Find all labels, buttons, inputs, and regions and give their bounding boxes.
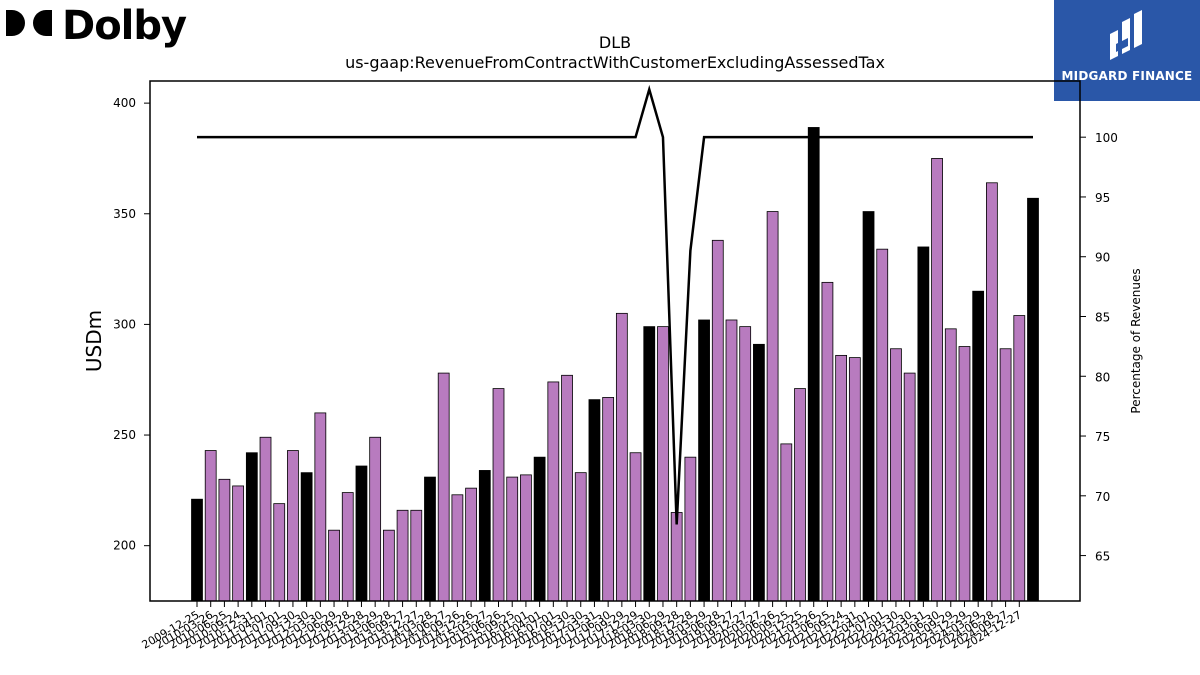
bar — [684, 456, 697, 602]
bar — [615, 312, 628, 602]
y2-tick-label: 75 — [1095, 430, 1110, 444]
y-tick-label: 300 — [113, 317, 136, 331]
bar — [944, 328, 957, 602]
y2-tick-label: 70 — [1095, 490, 1110, 504]
bar — [602, 397, 615, 602]
chart-title: DLB — [599, 33, 631, 52]
bar — [382, 529, 395, 602]
y-tick-label: 350 — [113, 207, 136, 221]
bar — [273, 503, 286, 602]
bar — [547, 381, 560, 602]
bar — [807, 127, 820, 602]
bar — [711, 239, 724, 602]
y2-tick-label: 80 — [1095, 370, 1110, 384]
bar — [478, 470, 491, 602]
bar — [643, 326, 656, 602]
bar — [506, 476, 519, 602]
bar — [191, 498, 203, 602]
bar — [753, 343, 765, 602]
bar — [670, 512, 683, 602]
bar — [917, 246, 930, 602]
bar — [355, 465, 368, 602]
bar — [903, 372, 916, 602]
y2-axis-label: Percentage of Revenues — [1129, 268, 1143, 413]
bar — [876, 248, 889, 602]
bar — [410, 509, 423, 602]
bar — [588, 399, 601, 602]
bar — [204, 450, 217, 602]
y2-tick-label: 90 — [1095, 251, 1110, 265]
bar — [424, 476, 436, 602]
bar — [931, 158, 943, 602]
bar — [561, 374, 573, 602]
bar — [287, 450, 299, 602]
bar — [958, 346, 971, 602]
y-tick-label: 400 — [113, 96, 136, 110]
plot-frame — [149, 80, 1081, 602]
bar — [629, 452, 642, 602]
bar — [657, 326, 669, 602]
bar — [1027, 197, 1039, 602]
chart-subtitle: us-gaap:RevenueFromContractWithCustomerE… — [345, 53, 885, 72]
bar — [232, 485, 244, 602]
y2-tick-label: 100 — [1095, 131, 1118, 145]
bar — [451, 494, 464, 602]
bar — [999, 348, 1012, 602]
y-axis-label: USDm — [82, 310, 106, 372]
dolby-double-d-icon — [6, 10, 52, 36]
badge-text: MIDGARD FINANCE — [1061, 69, 1193, 83]
bar — [574, 472, 587, 602]
bar — [520, 474, 532, 602]
bar — [437, 372, 450, 602]
bar — [821, 281, 834, 602]
y2-tick-label: 65 — [1095, 550, 1110, 564]
bar — [245, 452, 258, 602]
bar — [369, 436, 382, 602]
brand-name: Dolby — [62, 3, 187, 49]
bar — [314, 412, 327, 602]
bar — [492, 388, 505, 602]
bar — [218, 478, 231, 602]
bar — [972, 290, 985, 602]
bar — [890, 348, 902, 602]
bar — [766, 211, 779, 602]
bar — [465, 487, 477, 602]
y-tick-label: 200 — [113, 539, 136, 553]
bar — [533, 456, 546, 602]
dolby-logo: Dolby — [4, 3, 187, 49]
bar — [986, 182, 998, 602]
bar — [835, 354, 848, 602]
percentage-line — [197, 84, 1033, 525]
bar — [780, 443, 793, 602]
midgard-finance-badge: MIDGARD FINANCE — [1054, 0, 1200, 101]
bar — [848, 357, 861, 602]
y2-tick-label: 85 — [1095, 310, 1110, 324]
bar — [698, 319, 710, 602]
bar — [794, 388, 806, 602]
bar — [341, 492, 354, 602]
y-tick-label: 250 — [113, 428, 136, 442]
bar — [862, 211, 875, 602]
bar — [328, 529, 340, 602]
bar — [259, 436, 272, 602]
midgard-logo-icon — [1110, 10, 1142, 60]
bar — [1013, 315, 1026, 602]
y2-tick-label: 95 — [1095, 191, 1110, 205]
bar — [739, 326, 752, 602]
bar — [300, 472, 313, 602]
bar — [725, 319, 738, 602]
bar — [396, 509, 409, 602]
